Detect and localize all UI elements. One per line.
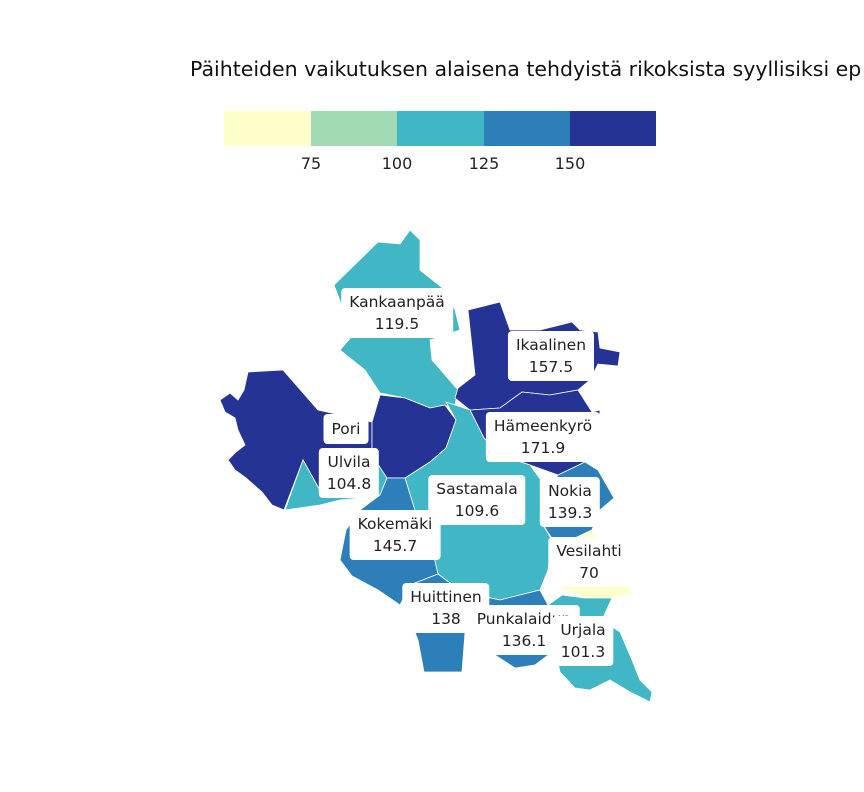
legend-swatch-1	[311, 111, 397, 146]
region-label-nokia: Nokia 139.3	[539, 477, 601, 527]
legend-tick: 125	[468, 154, 500, 173]
region-label-sastamala: Sastamala 109.6	[428, 475, 526, 525]
color-legend: 75 100 125 150	[0, 0, 864, 200]
region-label-vesilahti: Vesilahti 70	[548, 537, 630, 587]
chart-title: Päihteiden vaikutuksen alaisena tehdyist…	[190, 57, 862, 81]
legend-tick: 75	[300, 154, 322, 173]
region-label-urjala: Urjala 101.3	[552, 616, 614, 666]
region-label-ulvila: Ulvila 104.8	[318, 448, 380, 498]
legend-swatch-0	[224, 111, 311, 146]
legend-swatch-4	[570, 111, 656, 146]
legend-tick: 150	[554, 154, 586, 173]
region-label-kokemaki: Kokemäki 145.7	[349, 510, 441, 560]
region-label-kankaanpaa: Kankaanpää 119.5	[341, 288, 453, 338]
legend-swatch-3	[484, 111, 570, 146]
region-label-ikaalinen: Ikaalinen 157.5	[507, 331, 595, 381]
legend-tick: 100	[381, 154, 413, 173]
region-label-pori: Pori	[323, 414, 369, 444]
region-label-hameenkyro: Hämeenkyrö 171.9	[485, 412, 601, 462]
legend-swatch-2	[397, 111, 484, 146]
legend-colorbar	[224, 111, 656, 146]
